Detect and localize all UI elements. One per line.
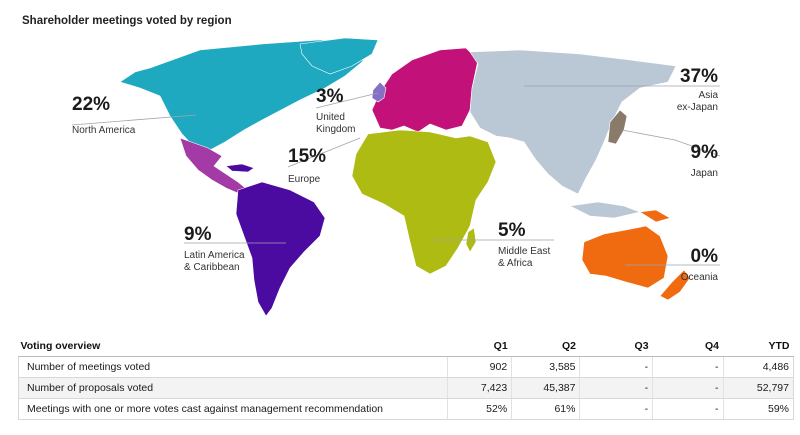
row-label: Number of proposals voted <box>17 377 448 399</box>
name-latin-america-2: & Caribbean <box>184 262 240 273</box>
voting-overview-table: Voting overview Q1 Q2 Q3 Q4 YTD Number o… <box>17 337 795 420</box>
cell-q3: - <box>579 356 653 378</box>
row-label: Meetings with one or more votes cast aga… <box>17 398 448 420</box>
region-oceania[interactable] <box>581 225 669 289</box>
table-row: Number of proposals voted 7,423 45,387 -… <box>17 377 795 399</box>
cell-q3: - <box>579 377 653 399</box>
region-asia-ex-japan[interactable] <box>469 49 677 195</box>
cell-q1: 902 <box>447 356 512 378</box>
region-caribbean[interactable] <box>225 163 255 173</box>
value-oceania: 0% <box>691 246 719 267</box>
value-japan: 9% <box>691 142 719 163</box>
name-europe: Europe <box>288 174 321 185</box>
table-row: Number of meetings voted 902 3,585 - - 4… <box>17 356 795 378</box>
label-oceania: 0% Oceania <box>681 246 719 283</box>
leader-japan <box>621 129 721 157</box>
header-q1: Q1 <box>447 337 512 357</box>
cell-q4: - <box>652 377 724 399</box>
table-header-row: Voting overview Q1 Q2 Q3 Q4 YTD <box>18 337 794 357</box>
row-label: Number of meetings voted <box>17 356 448 378</box>
name-oceania: Oceania <box>681 272 719 283</box>
header-ytd: YTD <box>723 337 794 357</box>
table-row: Meetings with one or more votes cast aga… <box>17 398 795 420</box>
region-united-kingdom[interactable] <box>371 81 387 103</box>
cell-q4: - <box>652 398 724 420</box>
header-q2: Q2 <box>511 337 580 357</box>
cell-ytd: 59% <box>722 398 795 420</box>
name-asia-2: ex-Japan <box>677 102 718 113</box>
label-north-america: 22% North America <box>72 94 136 136</box>
chart-title: Shareholder meetings voted by region <box>22 15 232 27</box>
name-united-kingdom-1: United <box>316 112 345 123</box>
cell-q4: - <box>652 356 724 378</box>
label-united-kingdom: 3% United Kingdom <box>316 86 355 135</box>
region-latin-america[interactable] <box>235 181 326 317</box>
cell-q2: 45,387 <box>511 377 580 399</box>
cell-q2: 61% <box>511 398 580 420</box>
name-japan: Japan <box>691 168 718 179</box>
value-north-america: 22% <box>72 94 110 115</box>
cell-ytd: 4,486 <box>722 356 795 378</box>
label-asia: 37% Asia ex-Japan <box>677 66 719 113</box>
name-middle-east-africa-1: Middle East <box>498 246 550 257</box>
value-asia: 37% <box>680 66 718 87</box>
region-se-asia-islands[interactable] <box>569 201 642 219</box>
name-middle-east-africa-2: & Africa <box>498 258 533 269</box>
value-europe: 15% <box>288 146 326 167</box>
region-europe[interactable] <box>371 47 479 133</box>
label-japan: 9% Japan <box>691 142 719 179</box>
value-latin-america: 9% <box>184 224 212 245</box>
region-new-guinea[interactable] <box>639 209 671 223</box>
name-united-kingdom-2: Kingdom <box>316 124 355 135</box>
name-north-america: North America <box>72 125 136 136</box>
world-map: 22% North America 3% United Kingdom 15% … <box>71 37 721 317</box>
value-middle-east-africa: 5% <box>498 220 526 241</box>
leader-europe <box>287 137 361 168</box>
region-greenland[interactable] <box>299 37 379 75</box>
label-middle-east-africa: 5% Middle East & Africa <box>498 220 550 269</box>
header-q4: Q4 <box>652 337 724 357</box>
cell-q1: 7,423 <box>447 377 512 399</box>
cell-q1: 52% <box>447 398 512 420</box>
header-q3: Q3 <box>579 337 653 357</box>
label-europe: 15% Europe <box>288 146 326 185</box>
name-latin-america-1: Latin America <box>184 250 245 261</box>
region-middle-east-africa[interactable] <box>351 129 497 275</box>
leader-united-kingdom <box>315 92 379 109</box>
region-new-zealand[interactable] <box>659 269 691 301</box>
leader-north-america <box>71 114 197 126</box>
header-voting-overview: Voting overview <box>18 337 448 357</box>
label-latin-america: 9% Latin America & Caribbean <box>184 224 245 273</box>
cell-q2: 3,585 <box>511 356 580 378</box>
cell-ytd: 52,797 <box>722 377 795 399</box>
value-united-kingdom: 3% <box>316 86 344 107</box>
cell-q3: - <box>579 398 653 420</box>
name-asia-1: Asia <box>699 90 719 101</box>
